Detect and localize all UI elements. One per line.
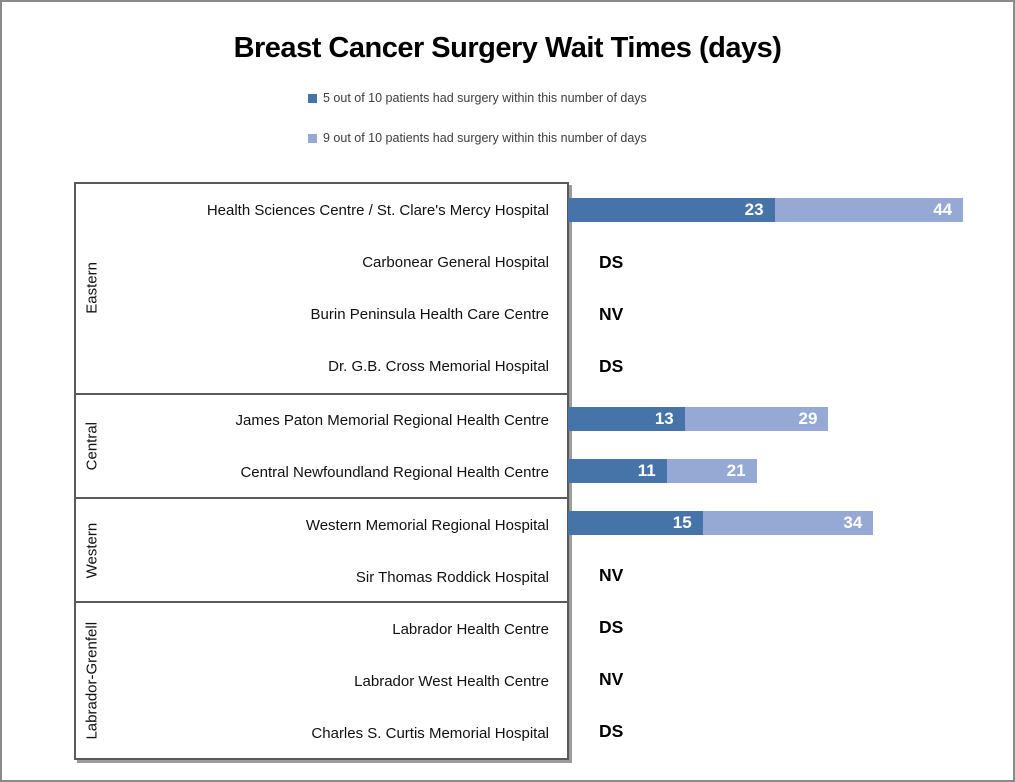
legend-label-ninetieth: 9 out of 10 patients had surgery within … (323, 131, 647, 145)
hospital-label: Labrador West Health Centre (354, 673, 549, 691)
status-code-label: DS (599, 721, 624, 742)
bar-row: DS (568, 236, 623, 288)
status-code-label: DS (599, 617, 624, 638)
hospital-label: Western Memorial Regional Hospital (305, 516, 549, 534)
hospital-label: Sir Thomas Roddick Hospital (355, 568, 549, 586)
chart-title: Breast Cancer Surgery Wait Times (days) (233, 32, 782, 64)
hospital-row: Labrador Health Centre (76, 603, 567, 655)
hospital-label: Central Newfoundland Regional Health Cen… (240, 464, 549, 482)
bar-row: 15 34 (568, 497, 874, 549)
bar-row: DS (568, 341, 623, 393)
region-label: Central (83, 421, 101, 471)
hospital-label: Labrador Health Centre (392, 621, 549, 639)
ninetieth-value-label: 29 (798, 408, 818, 428)
median-bar-segment: 23 (568, 198, 775, 223)
legend-item-ninetieth: 9 out of 10 patients had surgery within … (308, 131, 647, 145)
legend: 5 out of 10 patients had surgery within … (308, 91, 647, 145)
bar-row: NV (568, 654, 623, 706)
bar-row: DS (568, 706, 623, 758)
wait-time-bar: 15 34 (568, 511, 874, 536)
region-group: Eastern Health Sciences Centre / St. Cla… (76, 184, 567, 393)
region-label: Eastern (83, 262, 101, 315)
hospital-label: James Paton Memorial Regional Health Cen… (235, 412, 549, 430)
hospital-label: Health Sciences Centre / St. Clare's Mer… (206, 201, 549, 219)
legend-item-median: 5 out of 10 patients had surgery within … (308, 91, 647, 105)
status-code-label: DS (599, 251, 624, 272)
hospital-row: Carbonear General Hospital (76, 236, 567, 288)
legend-label-median: 5 out of 10 patients had surgery within … (323, 91, 647, 105)
region-label: Labrador-Grenfell (83, 621, 101, 740)
median-series-swatch-icon (308, 93, 317, 103)
status-code-label: NV (599, 303, 624, 324)
ninetieth-bar-segment: 34 (702, 511, 874, 536)
region-group: Central James Paton Memorial Regional He… (76, 392, 567, 497)
median-bar-segment: 11 (568, 458, 667, 483)
hospital-label: Burin Peninsula Health Care Centre (310, 305, 549, 323)
ninetieth-series-swatch-icon (308, 133, 317, 143)
hospital-row: Dr. G.B. Cross Memorial Hospital (76, 341, 567, 393)
median-value-label: 13 (654, 408, 674, 428)
hospital-label: Carbonear General Hospital (362, 253, 549, 271)
hospital-row: Sir Thomas Roddick Hospital (76, 551, 567, 601)
bar-row: 11 21 (568, 445, 757, 497)
ninetieth-value-label: 21 (726, 460, 746, 480)
category-axis-box: Eastern Health Sciences Centre / St. Cla… (74, 182, 569, 760)
hospital-row: Western Memorial Regional Hospital (76, 499, 567, 551)
ninetieth-value-label: 34 (843, 513, 863, 533)
region-group: Western Western Memorial Regional Hospit… (76, 497, 567, 601)
median-value-label: 11 (637, 460, 656, 480)
hospital-label: Dr. G.B. Cross Memorial Hospital (328, 358, 549, 376)
ninetieth-value-label: 44 (933, 200, 953, 220)
wait-time-bar: 23 44 (568, 198, 964, 223)
region-group: Labrador-Grenfell Labrador Health Centre… (76, 601, 567, 758)
region-label: Western (83, 522, 101, 579)
bar-row: NV (568, 288, 623, 340)
bar-row: NV (568, 549, 623, 601)
wait-time-bar: 11 21 (568, 458, 757, 483)
median-bar-segment: 15 (568, 511, 703, 536)
ninetieth-bar-segment: 44 (774, 198, 964, 223)
hospital-row: Labrador West Health Centre (76, 656, 567, 708)
hospital-label: Charles S. Curtis Memorial Hospital (311, 725, 549, 743)
status-code-label: NV (599, 564, 624, 585)
median-bar-segment: 13 (568, 406, 685, 431)
status-code-label: DS (599, 356, 624, 377)
wait-time-bar: 13 29 (568, 406, 829, 431)
median-value-label: 23 (744, 200, 764, 220)
hospital-row: Burin Peninsula Health Care Centre (76, 288, 567, 340)
status-code-label: NV (599, 669, 624, 690)
hospital-row: James Paton Memorial Regional Health Cen… (76, 395, 567, 447)
hospital-row: Central Newfoundland Regional Health Cen… (76, 447, 567, 497)
bar-row: 13 29 (568, 393, 829, 445)
hospital-row: Health Sciences Centre / St. Clare's Mer… (76, 184, 567, 236)
ninetieth-bar-segment: 29 (684, 406, 829, 431)
median-value-label: 15 (672, 513, 692, 533)
bar-row: DS (568, 601, 623, 653)
bar-row: 23 44 (568, 184, 964, 236)
plot-area: 23 44 DS NV DS 13 29 11 21 (568, 184, 1013, 758)
ninetieth-bar-segment: 21 (666, 458, 757, 483)
hospital-row: Charles S. Curtis Memorial Hospital (76, 708, 567, 758)
